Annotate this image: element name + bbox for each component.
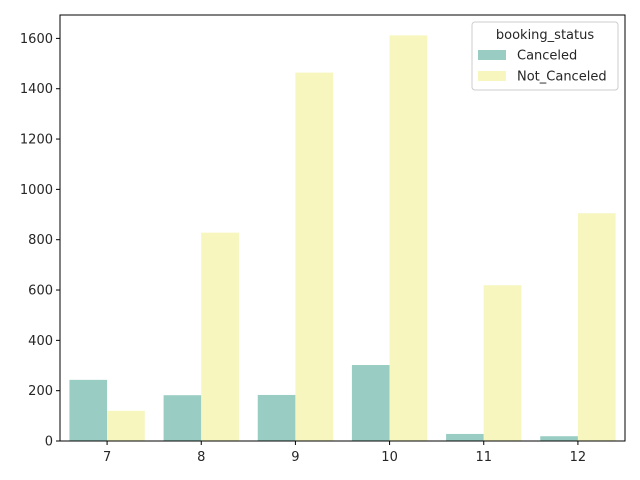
bar-canceled-8 bbox=[163, 395, 202, 441]
legend-label-canceled: Canceled bbox=[517, 49, 577, 64]
bar-not-canceled-8 bbox=[201, 232, 239, 441]
legend: booking_status Canceled Not_Canceled bbox=[471, 21, 619, 91]
y-tick-label: 1200 bbox=[20, 133, 53, 148]
y-tick-label: 400 bbox=[28, 334, 53, 349]
y-tick-label: 1600 bbox=[20, 32, 53, 47]
legend-items: Canceled Not_Canceled bbox=[478, 49, 607, 85]
legend-box bbox=[471, 21, 619, 91]
x-tick-label: 7 bbox=[103, 450, 111, 465]
x-tick-label: 9 bbox=[291, 450, 299, 465]
bar-canceled-7 bbox=[69, 379, 108, 441]
x-tick-label: 11 bbox=[475, 450, 492, 465]
bar-not-canceled-7 bbox=[107, 410, 145, 441]
y-axis: 0 200 400 600 800 1000 1200 1400 1600 bbox=[20, 32, 60, 450]
bar-not-canceled-10 bbox=[389, 35, 428, 442]
plot-frame bbox=[59, 14, 626, 442]
legend-label-not-canceled: Not_Canceled bbox=[517, 70, 607, 85]
y-tick-label: 0 bbox=[45, 435, 53, 450]
bar-canceled-12 bbox=[540, 436, 578, 441]
bar-canceled-10 bbox=[351, 365, 390, 441]
y-tick-label: 800 bbox=[28, 233, 53, 248]
x-tick-label: 10 bbox=[381, 450, 398, 465]
y-tick-label: 1400 bbox=[20, 82, 53, 97]
y-tick-label: 200 bbox=[28, 384, 53, 399]
legend-swatch-not-canceled bbox=[478, 71, 506, 81]
x-tick-label: 8 bbox=[197, 450, 205, 465]
x-axis: 7 8 9 10 11 12 bbox=[103, 441, 586, 465]
legend-swatch-canceled bbox=[478, 50, 506, 60]
legend-title: booking_status bbox=[496, 28, 594, 43]
x-tick-label: 12 bbox=[570, 450, 587, 465]
bar-canceled-9 bbox=[257, 394, 296, 441]
y-tick-label: 600 bbox=[28, 284, 53, 299]
bar-not-canceled-11 bbox=[483, 285, 522, 441]
bar-canceled-11 bbox=[446, 433, 484, 441]
bar-not-canceled-12 bbox=[577, 213, 616, 441]
bars-group bbox=[69, 35, 616, 442]
y-tick-label: 1000 bbox=[20, 183, 53, 198]
bar-not-canceled-9 bbox=[295, 72, 334, 441]
